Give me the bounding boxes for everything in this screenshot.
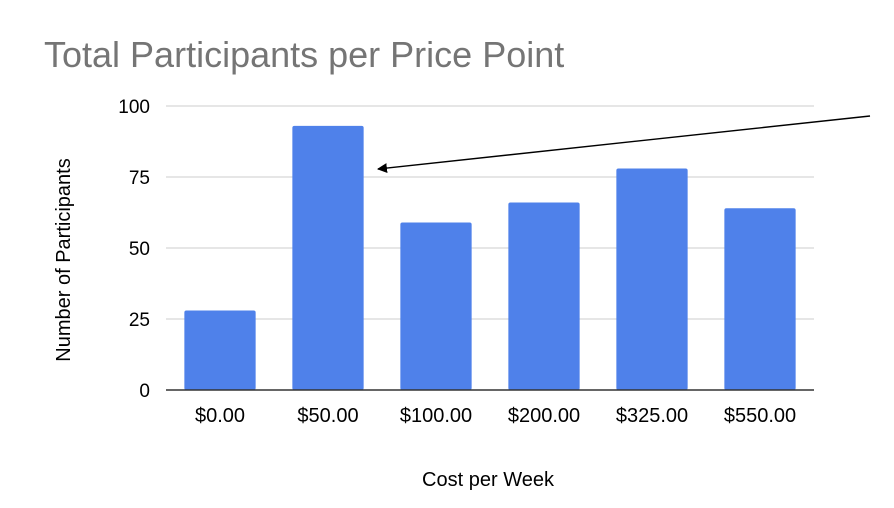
y-axis-ticks: 0 25 50 75 100 <box>118 97 150 402</box>
bar <box>508 202 580 390</box>
x-tick-label: $0.00 <box>195 405 245 427</box>
x-tick-label: $200.00 <box>508 405 580 427</box>
annotation-arrow <box>377 115 871 174</box>
chart-title: Total Participants per Price Point <box>44 34 564 75</box>
y-tick-label: 50 <box>129 239 150 260</box>
x-tick-label: $325.00 <box>616 405 688 427</box>
bar <box>184 310 256 390</box>
bar <box>616 168 688 390</box>
y-tick-label: 25 <box>129 310 150 331</box>
y-tick-label: 75 <box>129 168 150 189</box>
gridlines <box>166 105 814 320</box>
bar <box>292 125 364 390</box>
x-axis-label: Cost per Week <box>422 469 555 491</box>
bar <box>400 222 472 390</box>
bar <box>724 208 796 390</box>
x-axis-ticks: $0.00 $50.00 $100.00 $200.00 $325.00 $550.00 <box>195 405 796 427</box>
x-tick-label: $50.00 <box>297 405 358 427</box>
y-tick-label: 100 <box>118 97 150 118</box>
bars <box>184 125 796 390</box>
x-tick-label: $100.00 <box>400 405 472 427</box>
x-tick-label: $550.00 <box>724 405 796 427</box>
y-tick-label: 0 <box>139 381 150 402</box>
y-axis-label: Number of Participants <box>53 158 75 361</box>
